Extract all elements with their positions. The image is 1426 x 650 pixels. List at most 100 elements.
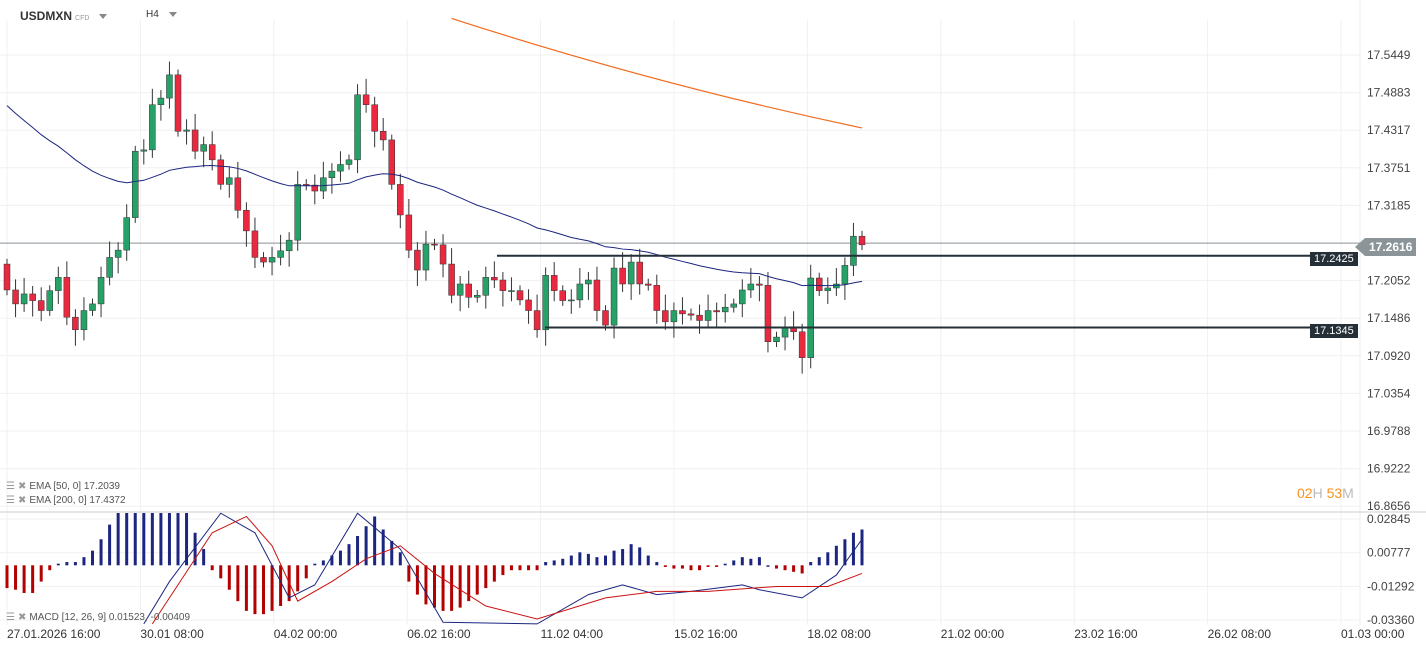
candle-body: [841, 265, 849, 285]
close-icon[interactable]: ✖: [17, 612, 27, 623]
macd-histogram-bar: [544, 562, 548, 566]
time-tick-label: 04.02 00:00: [274, 627, 338, 641]
settings-icon[interactable]: ☰: [6, 481, 15, 492]
symbol-name: USDMXN: [20, 9, 73, 23]
macd-histogram-bar: [749, 558, 753, 566]
time-tick-label: 01.03 00:00: [1341, 627, 1405, 641]
candle-body: [174, 74, 182, 132]
candle-body: [29, 293, 36, 301]
settings-icon[interactable]: ☰: [6, 495, 15, 506]
candle-body: [439, 244, 447, 265]
macd-histogram-bar: [424, 565, 428, 605]
macd-histogram-bar: [484, 565, 488, 589]
macd-histogram-bar: [202, 549, 206, 566]
candle-body: [345, 159, 353, 165]
candle-body: [422, 243, 430, 271]
macd-histogram-bar: [167, 513, 171, 566]
price-tick-label: 17.3751: [1367, 161, 1411, 175]
candle-body: [89, 303, 96, 311]
candle-body: [585, 279, 592, 285]
macd-histogram-bar: [116, 513, 120, 566]
macd-histogram-bar: [14, 565, 18, 590]
candle-body: [602, 310, 609, 326]
candle-body: [243, 210, 250, 232]
macd-label: MACD [12, 26, 9] 0.01523, -0.00409: [29, 612, 191, 623]
macd-histogram-bar: [492, 565, 496, 582]
ema50-line: [6, 105, 863, 287]
time-tick-label: 30.01 08:00: [140, 627, 204, 641]
macd-histogram-bar: [680, 565, 684, 569]
legend-macd[interactable]: ☰ ✖ MACD [12, 26, 9] 0.01523, -0.00409: [6, 612, 190, 623]
macd-histogram-bar: [91, 550, 94, 566]
symbol-selector[interactable]: USDMXN CFD: [20, 9, 108, 23]
macd-histogram-bar: [236, 565, 240, 602]
macd-histogram-bar: [843, 539, 847, 566]
macd-histogram-bar: [356, 536, 360, 566]
candle-body: [704, 310, 712, 321]
macd-histogram-bar: [390, 540, 394, 566]
legend-ema200[interactable]: ☰ ✖ EMA [200, 0] 17.4372: [6, 495, 126, 506]
macd-histogram-bar: [800, 565, 804, 574]
price-tick-label: 17.2052: [1367, 274, 1411, 288]
macd-histogram-bar: [578, 552, 582, 566]
candle-body: [166, 74, 173, 99]
resistance-level-tag[interactable]: 17.2425: [1310, 252, 1358, 266]
macd-histogram-bar: [689, 565, 693, 571]
macd-tick-label: 0.02845: [1367, 512, 1411, 526]
macd-histogram-bar: [22, 565, 26, 593]
timeframe-selector[interactable]: H4: [146, 9, 177, 20]
macd-histogram-bar: [527, 565, 531, 571]
candle-body: [320, 177, 327, 192]
macd-histogram-bar: [304, 565, 308, 579]
macd-histogram-bar: [561, 558, 565, 566]
candle-body: [140, 149, 148, 152]
chevron-down-icon: [99, 14, 108, 20]
candle-body: [550, 275, 558, 291]
macd-histogram-bar: [638, 547, 642, 566]
macd-histogram-bar: [321, 560, 325, 566]
candle-body: [482, 277, 490, 296]
macd-histogram-bar: [698, 565, 702, 571]
macd-histogram-bar: [757, 557, 761, 566]
macd-histogram-bar: [595, 557, 599, 566]
legend-ema50[interactable]: ☰ ✖ EMA [50, 0] 17.2039: [6, 481, 120, 492]
macd-histogram-bar: [133, 513, 137, 566]
candle-body: [713, 310, 720, 313]
close-icon[interactable]: ✖: [17, 495, 27, 506]
candle-body: [260, 257, 267, 263]
candle-body: [3, 263, 11, 291]
macd-histogram-bar: [407, 565, 411, 582]
macd-histogram-bar: [56, 563, 60, 566]
candle-body: [226, 177, 233, 185]
candle-body: [371, 104, 378, 132]
ema200-line: [451, 17, 863, 129]
candle-body: [636, 261, 643, 285]
macd-histogram-bar: [73, 562, 77, 566]
candle-body: [559, 290, 566, 301]
candle-body: [397, 184, 404, 216]
macd-histogram-bar: [338, 550, 342, 566]
candle-body: [354, 94, 361, 161]
timeframe-label: H4: [146, 9, 159, 20]
macd-histogram-bar: [150, 513, 154, 566]
candle-body: [525, 299, 532, 311]
candle-body: [80, 310, 88, 331]
candle-body: [106, 257, 113, 278]
macd-histogram-bar: [219, 565, 223, 579]
close-icon[interactable]: ✖: [17, 481, 27, 492]
price-tick-label: 17.3185: [1367, 198, 1411, 212]
support-level-tag[interactable]: 17.1345: [1310, 324, 1358, 338]
candle-body: [773, 336, 780, 342]
macd-histogram-bar: [809, 562, 813, 566]
time-tick-label: 11.02 04:00: [541, 627, 604, 641]
settings-icon[interactable]: ☰: [6, 612, 15, 623]
candle-body: [132, 150, 139, 218]
candle-body: [739, 289, 746, 305]
time-tick-label: 15.02 16:00: [674, 627, 738, 641]
macd-histogram-bar: [159, 513, 163, 566]
macd-histogram-bar: [176, 513, 180, 566]
candle-body: [721, 306, 729, 313]
macd-histogram-bar: [227, 565, 231, 590]
candle-body: [781, 326, 789, 338]
